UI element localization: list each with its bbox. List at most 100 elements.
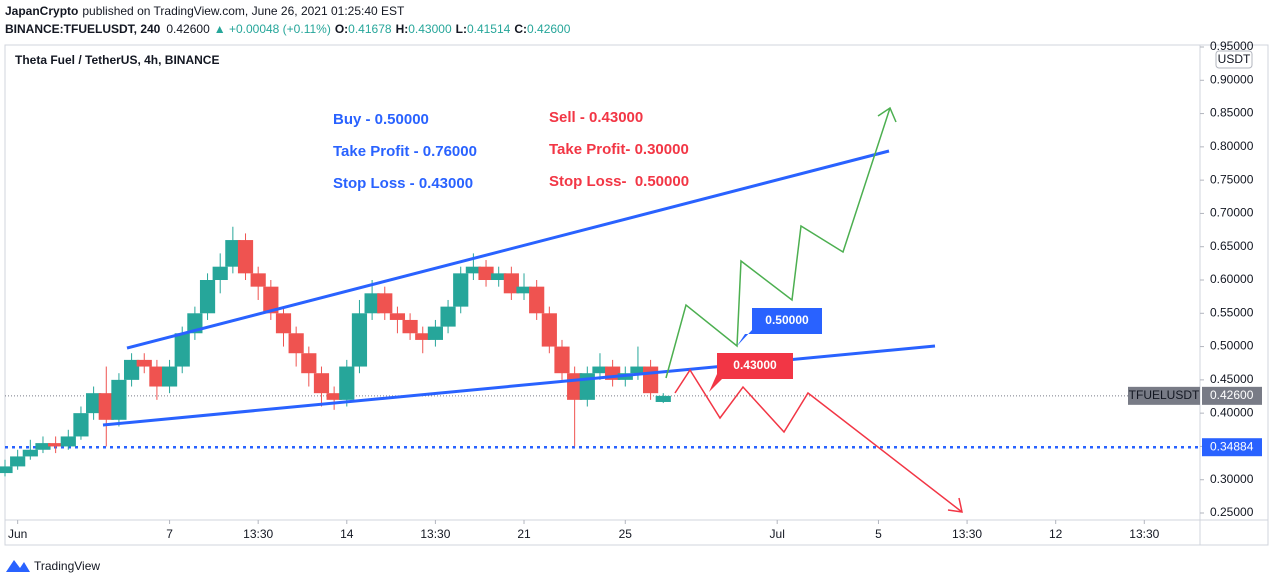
candle-body [275,313,292,334]
candle-body [301,353,317,374]
published-text: published on TradingView.com, June 26, 2… [82,4,405,18]
candle-body [377,293,393,314]
x-tick-label: 13:30 [420,527,450,541]
y-tick-label: 0.85000 [1210,106,1254,120]
candle-body [288,333,304,354]
c-label: C: [514,22,527,36]
brand-logo: TradingView [6,559,100,573]
candle-body [86,393,102,414]
candle-body [554,346,570,374]
y-tick-label: 0.80000 [1210,139,1254,153]
c-value: 0.42600 [527,22,571,36]
symbol: BINANCE:TFUELUSDT, 240 [5,22,161,36]
candle-body [592,366,608,374]
plot [0,226,1200,477]
frame [4,44,1269,546]
y-tick-label: 0.50000 [1210,339,1254,353]
candle-body [630,366,646,374]
header-line-1: JapanCrypto published on TradingView.com,… [5,4,405,18]
candle-body [10,456,26,467]
candle-body [415,333,431,340]
buy-callout [737,308,822,346]
unit-box [1215,50,1253,69]
level-label: 0.34884 [1210,439,1254,453]
sell-callout [709,353,793,392]
candle-body [250,273,266,287]
x-tick-label: 25 [619,527,633,541]
candle-body [73,413,89,437]
candle-body [313,373,330,394]
x-tick-label: 5 [875,527,882,541]
sell-callout-text: 0.43000 [733,358,777,372]
candle-body [339,366,355,400]
candle-body [263,286,279,314]
drawings: 0.50000 0.43000 Buy - 0.50000 Take Profi… [102,106,963,513]
y-tick-label: 0.60000 [1210,272,1254,286]
candle-body [529,286,545,314]
sell-note: Sell - 0.43000 [549,109,643,126]
last: 0.42600 [166,22,210,36]
x-tick-label: 13:30 [952,527,982,541]
candle-body [161,366,178,387]
x-tick-label: 7 [166,527,173,541]
candle-body [237,240,254,274]
candle-body [364,293,380,314]
l-label: L: [456,22,467,36]
candle-body [351,313,368,367]
upper-trendline [126,149,890,350]
change: ▲ +0.00048 (+0.11%) [214,22,331,36]
buy-note: Stop Loss - 0.43000 [333,175,473,192]
x-tick-label: 12 [1049,527,1063,541]
candle-body [225,240,241,267]
y-tick-label: 0.65000 [1210,239,1254,253]
buy-callout-text: 0.50000 [765,313,809,327]
candle-body [60,436,76,447]
bull-arrowhead [877,106,897,123]
x-tick-label: 13:30 [243,527,273,541]
symbol-tag [1128,386,1200,405]
candle-body [326,393,342,400]
bull-path [665,107,891,379]
candle-body [35,443,51,450]
y-tick-label: 0.90000 [1210,72,1254,86]
x-tick-label: Jun [8,527,27,541]
candle-body [541,313,557,347]
candle-body [149,366,165,387]
logo-icon [6,560,30,572]
o-label: O: [335,22,348,36]
bear-arrowhead [947,497,963,513]
y-tick-label: 0.75000 [1210,172,1254,186]
candle-body [503,273,519,294]
level-tag [1202,438,1262,457]
y-tick-label: 0.25000 [1210,505,1254,519]
x-tick-label: 13:30 [1129,527,1159,541]
candle-body [48,443,64,447]
candle-body [22,449,38,457]
candle-body [174,333,190,367]
candle-body [0,466,13,474]
y-tick-label: 0.30000 [1210,472,1254,486]
brand: TradingView [34,559,100,573]
buy-note: Take Profit - 0.76000 [333,143,477,160]
y-tick-label: 0.45000 [1210,372,1254,386]
candle-body [212,266,228,281]
candle-body [98,393,114,420]
sell-note: Take Profit- 0.30000 [549,141,689,158]
bear-path [674,368,963,513]
candle-body [402,319,418,334]
y-tick-label: 0.55000 [1210,305,1254,319]
y-tick-label: 0.95000 [1210,39,1254,53]
h-value: 0.43000 [408,22,452,36]
candle-body [136,359,152,367]
candle-body [478,266,494,281]
candle-body [199,280,216,314]
y-tick-label: 0.70000 [1210,206,1254,220]
lower-trendline [102,344,936,427]
candle-body [111,379,127,420]
candle-body [655,395,671,402]
price-unit: USDT [1218,52,1251,66]
l-value: 0.41514 [467,22,511,36]
candle-body [491,273,507,281]
